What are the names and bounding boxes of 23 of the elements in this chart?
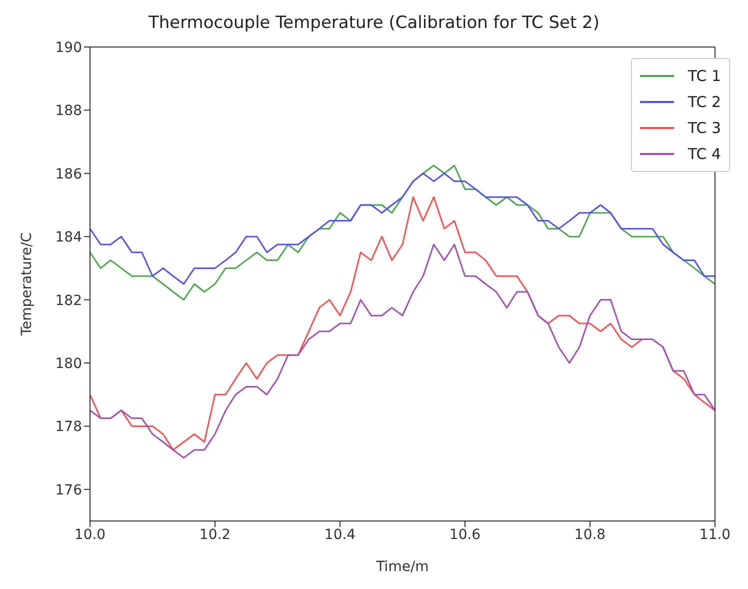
y-tick-label: 190: [55, 40, 82, 56]
line-series: [90, 172, 715, 285]
x-tick-label: 10.4: [324, 526, 356, 543]
y-tick-label: 188: [55, 103, 82, 120]
chart-title: Thermocouple Temperature (Calibration for TC Set 2): [148, 12, 600, 35]
y-tick-label: 178: [55, 419, 82, 436]
x-tick-label: 11.0: [699, 526, 731, 543]
y-axis-title: Temperature/C: [18, 232, 35, 337]
x-tick-label: 10.0: [74, 526, 106, 543]
y-tick-label: 186: [55, 166, 82, 182]
legend-label: TC 4: [688, 144, 721, 165]
x-tick-label: 10.2: [199, 526, 231, 543]
y-tick-label: 182: [55, 292, 82, 309]
legend-label: TC 2: [688, 92, 721, 113]
x-tick-label: 10.8: [574, 526, 606, 543]
y-tick-label: 176: [55, 482, 82, 498]
y-tick-label: 184: [55, 230, 82, 246]
line-series: [90, 244, 715, 459]
y-tick-label: 180: [55, 356, 82, 372]
x-axis-title: Time/m: [375, 559, 429, 575]
legend-label: TC 3: [688, 118, 721, 139]
x-tick-label: 10.6: [449, 526, 481, 543]
legend-label: TC 1: [688, 66, 721, 87]
